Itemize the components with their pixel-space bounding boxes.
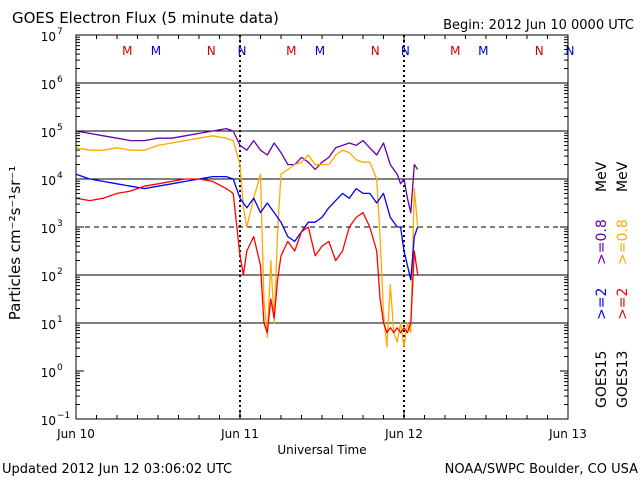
series-line-1 (75, 135, 419, 348)
marker-label: N (238, 44, 247, 58)
begin-time-label: Begin: 2012 Jun 10 0000 UTC (443, 18, 634, 33)
legend-goes13-label: GOES13 (615, 351, 631, 408)
marker-label: M (151, 44, 161, 58)
marker-label: M (122, 44, 132, 58)
y-tick-label-exponent: 6 (57, 75, 63, 85)
y-tick-label-exponent: 5 (57, 123, 63, 133)
legend-goes15-unit: MeV (594, 161, 610, 192)
y-tick-label-base: 10 (41, 366, 56, 380)
marker-label: M (286, 44, 296, 58)
x-tick-label: Jun 10 (56, 427, 95, 441)
source-credit: NOAA/SWPC Boulder, CO USA (445, 462, 638, 477)
legend-goes13-unit: MeV (615, 161, 631, 192)
y-tick-label-base: 10 (41, 270, 56, 284)
x-axis-ticks: Jun 10 Jun 11 Jun 12 Jun 13 (56, 35, 587, 441)
chart-title: GOES Electron Flux (5 minute data) (12, 9, 279, 27)
y-tick-label-base: 10 (41, 78, 56, 92)
legend-goes15-hi: >=0.8 (594, 219, 610, 265)
y-axis-label: Particles cm⁻²s⁻¹sr⁻¹ (6, 166, 24, 320)
updated-timestamp: Updated 2012 Jun 12 03:06:02 UTC (2, 462, 232, 477)
marker-label: N (566, 44, 575, 58)
x-tick-label: Jun 13 (548, 427, 587, 441)
y-tick-label-base: 10 (41, 222, 56, 236)
y-tick-label-exponent: 1 (57, 315, 63, 325)
x-tick-label: Jun 11 (220, 427, 259, 441)
y-tick-label-base: 10 (41, 126, 56, 140)
day-boundaries (239, 35, 405, 419)
marker-label: N (401, 44, 410, 58)
series-lines (75, 127, 419, 348)
legend-goes15-label: GOES15 (594, 351, 610, 408)
marker-label: M (450, 44, 460, 58)
y-tick-label-exponent: 7 (57, 27, 63, 37)
legend-goes15-lo: >=2 (594, 288, 610, 320)
series-line-0 (75, 127, 419, 214)
series-line-3 (75, 178, 419, 334)
marker-label: N (371, 44, 380, 58)
series-line-2 (75, 173, 419, 281)
y-tick-label-base: 10 (41, 174, 56, 188)
marker-label: M (478, 44, 488, 58)
x-tick-label: Jun 12 (384, 427, 423, 441)
x-axis-label: Universal Time (277, 443, 366, 457)
y-tick-label-exponent: 3 (57, 219, 63, 229)
y-tick-label-base: 10 (41, 30, 56, 44)
legend: GOES15 >=2 >=0.8 MeV GOES13 >=2 >=0.8 Me… (594, 161, 631, 408)
y-tick-label-exponent: −1 (57, 411, 70, 421)
marker-label: N (207, 44, 216, 58)
grid-lines (76, 82, 568, 324)
y-tick-label-base: 10 (41, 318, 56, 332)
legend-goes13-hi: >=0.8 (615, 219, 631, 265)
y-tick-label-exponent: 2 (57, 267, 63, 277)
y-tick-label-exponent: 0 (57, 363, 63, 373)
y-tick-label-exponent: 4 (57, 171, 63, 181)
marker-label: N (535, 44, 544, 58)
legend-goes13-lo: >=2 (615, 288, 631, 320)
marker-label: M (315, 44, 325, 58)
y-tick-label-base: 10 (41, 414, 56, 428)
